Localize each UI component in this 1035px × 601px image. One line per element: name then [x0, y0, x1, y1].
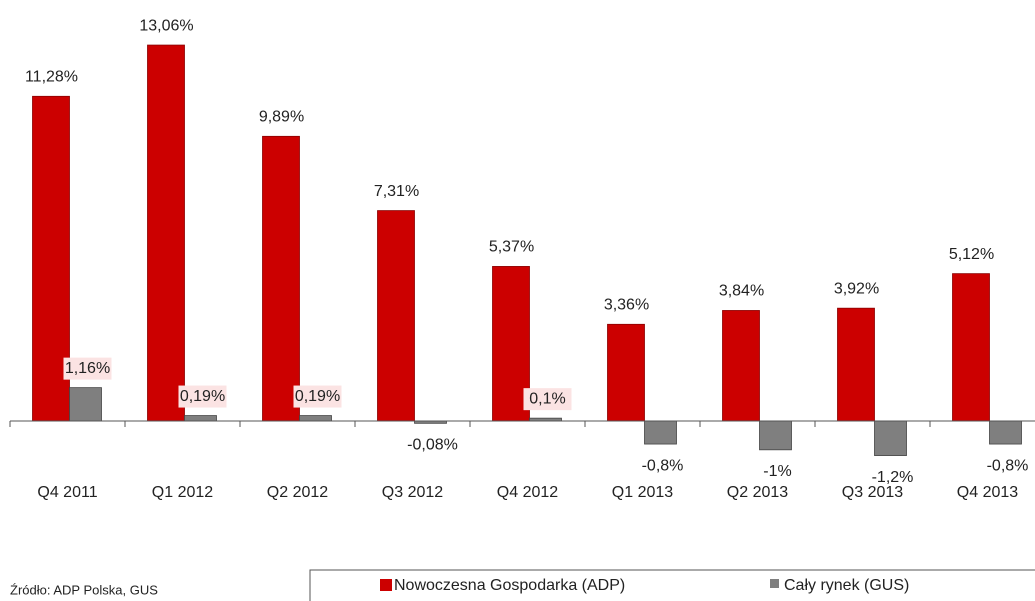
bar — [299, 415, 332, 422]
bar — [147, 44, 185, 422]
label-background — [178, 385, 227, 408]
bar — [759, 420, 792, 451]
legend-swatch — [770, 579, 779, 588]
bar — [722, 310, 760, 422]
data-label: 5,12% — [949, 246, 994, 263]
x-tick-label: Q1 2012 — [152, 484, 213, 501]
bar — [377, 210, 415, 422]
label-background — [523, 388, 572, 411]
bar — [607, 323, 645, 422]
bar — [874, 420, 907, 456]
legend-swatch — [380, 579, 392, 591]
x-tick-label: Q3 2013 — [842, 484, 903, 501]
legend-box — [309, 569, 1035, 601]
data-label: 13,06% — [139, 17, 193, 34]
x-tick-label: Q1 2013 — [612, 484, 673, 501]
bar — [989, 420, 1022, 445]
x-tick-label: Q2 2012 — [267, 484, 328, 501]
data-label: -0,8% — [987, 457, 1029, 474]
x-tick-label: Q4 2011 — [37, 484, 97, 501]
source-note: Źródło: ADP Polska, GUS — [10, 582, 158, 597]
bar — [492, 266, 530, 422]
data-label: 7,31% — [374, 183, 419, 200]
bar — [32, 95, 70, 422]
x-tick-label: Q4 2012 — [497, 484, 558, 501]
data-label: 0,1% — [529, 390, 565, 407]
data-label: 1,16% — [65, 360, 110, 377]
x-tick-label: Q4 2013 — [957, 484, 1018, 501]
bar — [837, 307, 875, 422]
bar — [644, 420, 677, 445]
data-label: -0,8% — [642, 457, 684, 474]
bar — [952, 273, 990, 422]
data-label: 0,19% — [295, 388, 340, 405]
data-label: 9,89% — [259, 109, 304, 126]
label-background — [63, 357, 112, 380]
x-tick-label: Q2 2013 — [727, 484, 788, 501]
data-label: -0,08% — [407, 437, 458, 454]
data-label: -1,2% — [872, 469, 914, 486]
label-background — [293, 385, 342, 408]
legend-label: Nowoczesna Gospodarka (ADP) — [394, 577, 625, 594]
data-label: -1% — [763, 463, 791, 480]
data-label: 11,28% — [25, 69, 78, 86]
bar — [184, 415, 217, 422]
bar — [69, 387, 102, 422]
data-label: 0,19% — [180, 388, 225, 405]
bar — [262, 135, 300, 422]
data-label: 3,36% — [604, 297, 649, 314]
legend-label: Cały rynek (GUS) — [784, 577, 909, 594]
data-label: 3,84% — [719, 283, 764, 300]
data-label: 3,92% — [834, 280, 879, 297]
data-label: 5,37% — [489, 239, 534, 256]
x-tick-label: Q3 2012 — [382, 484, 443, 501]
